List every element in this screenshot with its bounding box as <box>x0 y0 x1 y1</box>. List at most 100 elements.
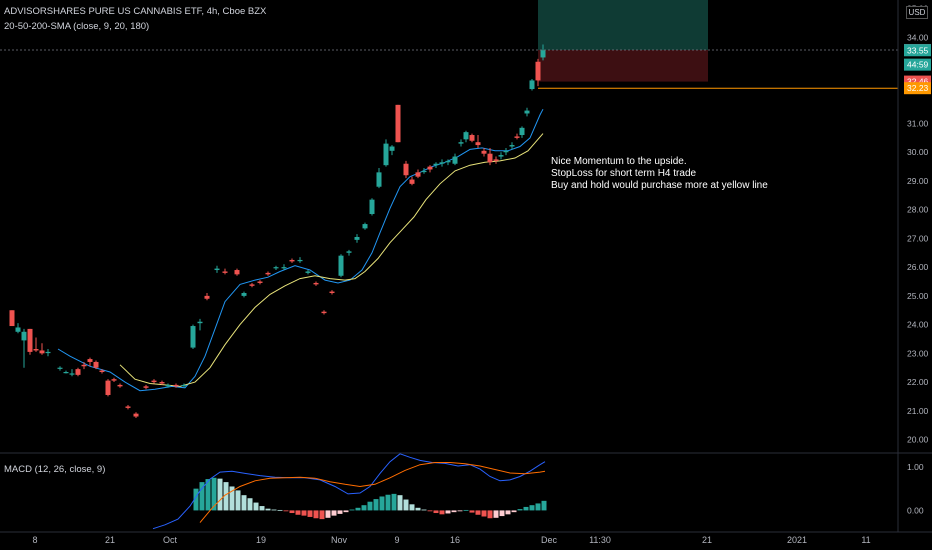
price-badge: 44:59 <box>904 58 931 71</box>
candle-body <box>321 311 327 314</box>
candle-body <box>99 370 105 373</box>
macd-histogram-bar <box>373 499 379 511</box>
annotation-line-1: Nice Momentum to the upside. <box>551 156 687 167</box>
macd-histogram-bar <box>217 478 223 511</box>
candle <box>143 384 149 390</box>
macd-histogram-bar <box>289 510 295 514</box>
time-tick-label: 11:30 <box>589 535 611 545</box>
candle-body <box>354 236 360 240</box>
macd-histogram-bar <box>457 510 463 512</box>
macd-histogram-bar <box>517 509 523 511</box>
macd-histogram-bar <box>247 498 253 511</box>
macd-histogram-bar <box>493 510 499 518</box>
macd-histogram-bar <box>391 493 397 511</box>
macd-indicator-label[interactable]: MACD (12, 26, close, 9) <box>4 464 106 475</box>
macd-histogram-bar <box>343 510 349 513</box>
price-tick-label: 21.00 <box>907 406 929 416</box>
candle <box>173 383 179 388</box>
candle-body <box>9 310 15 327</box>
candle-body <box>313 282 319 285</box>
currency-badge[interactable]: USD <box>906 6 928 19</box>
price-tick-label: 20.00 <box>907 435 929 445</box>
candle <box>475 135 481 148</box>
candle-body <box>222 271 228 273</box>
sma-indicator-label[interactable]: 20-50-200-SMA (close, 9, 20, 180) <box>4 21 150 32</box>
candle-body <box>346 251 352 253</box>
candle-body <box>27 328 33 352</box>
candle <box>469 133 475 143</box>
candle <box>33 337 39 352</box>
candle <box>281 264 287 271</box>
candle-body <box>421 170 427 173</box>
candle-body <box>469 135 475 141</box>
macd-histogram-bar <box>385 494 391 511</box>
candle-body <box>409 179 415 184</box>
candle-body <box>204 295 210 299</box>
price-badge-bg <box>904 82 931 95</box>
candle-body <box>540 50 546 58</box>
candle <box>69 369 75 377</box>
candle <box>190 324 196 350</box>
candle <box>529 78 535 91</box>
candle-body <box>362 224 368 229</box>
time-tick-label: Nov <box>331 535 348 545</box>
time-tick-label: 16 <box>450 535 460 545</box>
candle-body <box>458 142 464 144</box>
macd-histogram-bar <box>319 510 325 520</box>
macd-histogram-bar <box>397 495 403 511</box>
candle-body <box>439 162 445 164</box>
candle <box>257 280 263 285</box>
macd-histogram-bar <box>367 501 373 511</box>
candle <box>403 160 409 179</box>
candle <box>313 281 319 286</box>
macd-histogram-bar <box>331 510 337 516</box>
time-tick-label: 9 <box>394 535 399 545</box>
candle <box>234 268 240 276</box>
macd-histogram-bar <box>535 503 541 511</box>
macd-histogram-bar <box>487 510 493 519</box>
candle-body <box>535 61 541 81</box>
candle <box>214 265 220 273</box>
price-tick-label: 31.00 <box>907 119 929 129</box>
position-tool[interactable] <box>538 0 708 82</box>
symbol-title[interactable]: ADVISORSHARES PURE US CANNABIS ETF, 4h, … <box>4 6 267 17</box>
macd-histogram-bar <box>445 510 451 514</box>
candle <box>409 176 415 186</box>
candle-body <box>81 364 87 367</box>
candle-body <box>305 271 311 273</box>
candle-body <box>257 281 263 283</box>
candle <box>204 293 210 301</box>
chart-annotation[interactable]: Nice Momentum to the upside. StopLoss fo… <box>551 156 768 192</box>
candle-body <box>57 367 63 369</box>
candle-body <box>133 413 139 417</box>
time-tick-label: Oct <box>163 535 178 545</box>
price-tick-label: 30.00 <box>907 147 929 157</box>
candle <box>376 168 382 189</box>
moving-averages <box>57 108 544 392</box>
candle <box>265 271 271 276</box>
candle-body <box>75 369 81 375</box>
candlestick-series <box>9 44 546 418</box>
macd-tick-label: 0.00 <box>907 505 924 515</box>
candle <box>421 168 427 174</box>
candle <box>487 147 493 166</box>
stop-zone <box>538 49 708 82</box>
candle <box>540 44 546 61</box>
candle-body <box>281 267 287 269</box>
candle <box>111 377 117 383</box>
candle <box>241 291 247 298</box>
macd-histogram-bar <box>463 509 469 511</box>
time-tick-label: 2021 <box>787 535 807 545</box>
macd-histogram-bar <box>427 510 433 512</box>
candle-body <box>181 384 187 387</box>
candle <box>338 254 344 278</box>
candle <box>81 361 87 370</box>
candle <box>15 323 21 334</box>
candle <box>117 383 123 388</box>
candle-body <box>427 166 433 170</box>
candle <box>133 412 139 418</box>
time-tick-label: 21 <box>702 535 712 545</box>
candle <box>427 165 433 173</box>
